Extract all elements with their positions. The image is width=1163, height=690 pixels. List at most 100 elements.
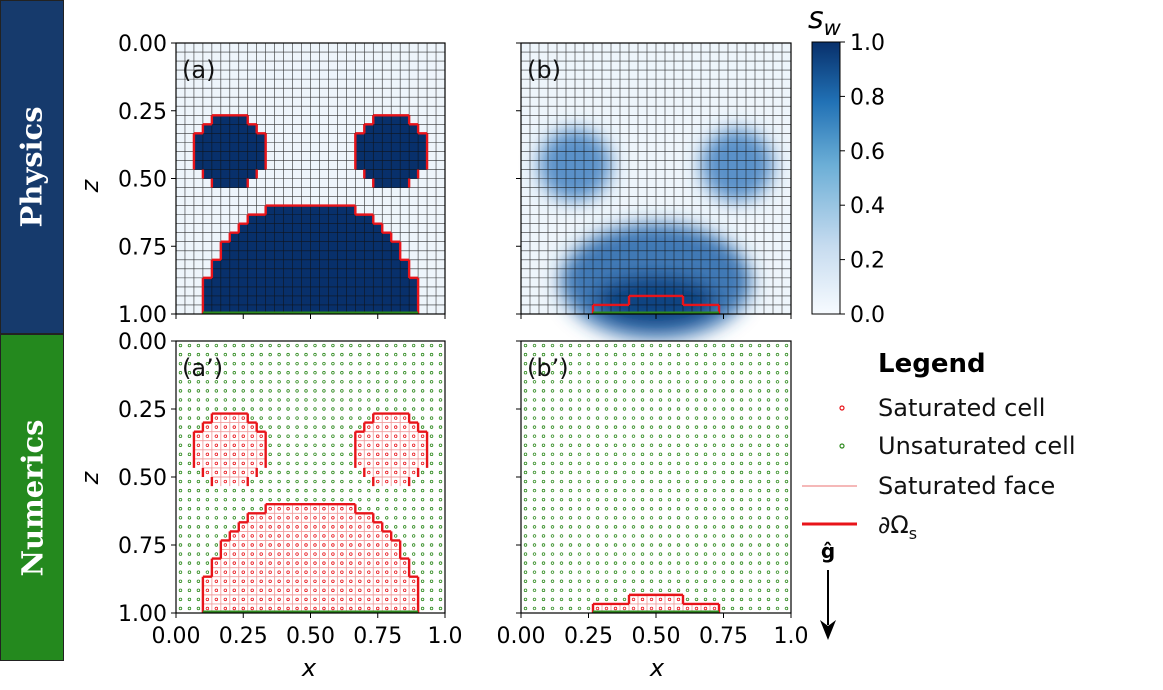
saturated-cell [400, 142, 410, 152]
saturated-cell [382, 259, 392, 270]
saturated-cell [238, 142, 249, 152]
saturated-cell [265, 232, 276, 243]
saturated-cell [229, 160, 240, 170]
saturated-cell [364, 250, 374, 261]
saturated-cell [238, 277, 249, 288]
saturated-cell [346, 223, 356, 234]
x-ticks: 0.00 0.25 0.50 0.75 1.0 0.00 0.25 0.50 0.75 1.0 [152, 314, 809, 649]
saturated-cell [337, 268, 347, 279]
colorbar [811, 41, 841, 315]
saturated-cell [238, 295, 249, 306]
saturated-cell [382, 142, 392, 152]
saturated-cell [364, 214, 374, 225]
saturated-cell [400, 124, 410, 134]
colorbar-tick-label: 0.2 [850, 249, 885, 274]
saturated-cell [220, 250, 231, 261]
saturated-cell [373, 160, 383, 170]
saturated-cell [409, 169, 419, 179]
saturated-cell [382, 250, 392, 261]
saturated-cell [274, 295, 284, 306]
saturated-cell [382, 268, 392, 279]
saturated-cell [373, 259, 383, 270]
x-tick-label: 0.50 [632, 624, 681, 649]
legend-marker-saturated-cell [839, 405, 845, 411]
saturated-cell [319, 223, 329, 234]
saturated-cell [382, 232, 392, 243]
saturated-cell [310, 268, 320, 279]
saturated-cell [382, 178, 392, 188]
saturated-cell [319, 214, 329, 225]
saturated-cell [301, 205, 311, 216]
saturated-cell [373, 286, 383, 297]
saturated-cell [355, 151, 365, 161]
saturated-cell [202, 142, 213, 152]
saturated-cell [274, 205, 284, 216]
saturated-cell [409, 124, 419, 134]
saturated-cell [391, 286, 401, 297]
saturated-cell [391, 277, 401, 288]
saturated-cell [310, 286, 320, 297]
saturated-cell [391, 160, 401, 170]
saturated-cell [346, 205, 356, 216]
saturated-cell [247, 286, 258, 297]
saturated-cell [301, 304, 311, 315]
colorbar-ticks: 1.0 0.8 0.6 0.4 0.2 0.0 [840, 31, 885, 328]
saturated-cell [292, 223, 302, 234]
saturated-cell [364, 232, 374, 243]
saturated-cell [229, 232, 240, 243]
saturated-cell [247, 277, 258, 288]
saturated-cell [373, 241, 383, 252]
saturated-cell [355, 259, 365, 270]
saturated-cell [364, 169, 374, 179]
saturated-cell [373, 142, 383, 152]
saturated-cell [283, 241, 293, 252]
saturated-cell [346, 250, 356, 261]
saturated-cell [193, 133, 204, 143]
saturated-cell [202, 277, 213, 288]
saturated-cell [382, 286, 392, 297]
saturated-cell [373, 304, 383, 315]
saturated-cell [256, 133, 267, 143]
saturated-cell [337, 277, 347, 288]
saturated-cell [355, 142, 365, 152]
saturated-cell [202, 286, 213, 297]
saturated-cell [382, 295, 392, 306]
saturated-cell [346, 232, 356, 243]
saturated-cell [229, 169, 240, 179]
saturated-cell [337, 286, 347, 297]
saturated-cell [256, 232, 267, 243]
saturated-cells [595, 597, 717, 611]
y-tick-label: 0.50 [118, 466, 167, 491]
saturated-cell [202, 151, 213, 161]
saturated-cell [391, 142, 401, 152]
saturated-cell [301, 295, 311, 306]
legend-title: Legend [878, 349, 986, 379]
saturated-cell [337, 295, 347, 306]
saturated-cell [211, 124, 222, 134]
saturated-cell [355, 250, 365, 261]
saturated-cell [319, 232, 329, 243]
saturated-cell [328, 232, 338, 243]
saturated-cell [346, 286, 356, 297]
saturated-cell [238, 115, 249, 125]
legend-boundary: ∂Ωs [878, 511, 917, 543]
y-axis-label-bottom: z [76, 470, 104, 485]
saturated-cell [319, 286, 329, 297]
saturated-cell [211, 295, 222, 306]
saturated-cell [409, 160, 419, 170]
saturated-cell [391, 268, 401, 279]
saturated-cell [202, 304, 213, 315]
saturated-cell [229, 178, 240, 188]
saturated-cell [292, 295, 302, 306]
saturated-cell [238, 241, 249, 252]
saturated-cell [292, 304, 302, 315]
saturated-cell [382, 151, 392, 161]
saturated-cell [355, 241, 365, 252]
saturated-cell [346, 277, 356, 288]
saturated-cell [238, 259, 249, 270]
saturated-cell [283, 214, 293, 225]
saturated-cell [265, 241, 276, 252]
legend-saturated-cell: Saturated cell [878, 394, 1045, 422]
saturated-cell [310, 232, 320, 243]
